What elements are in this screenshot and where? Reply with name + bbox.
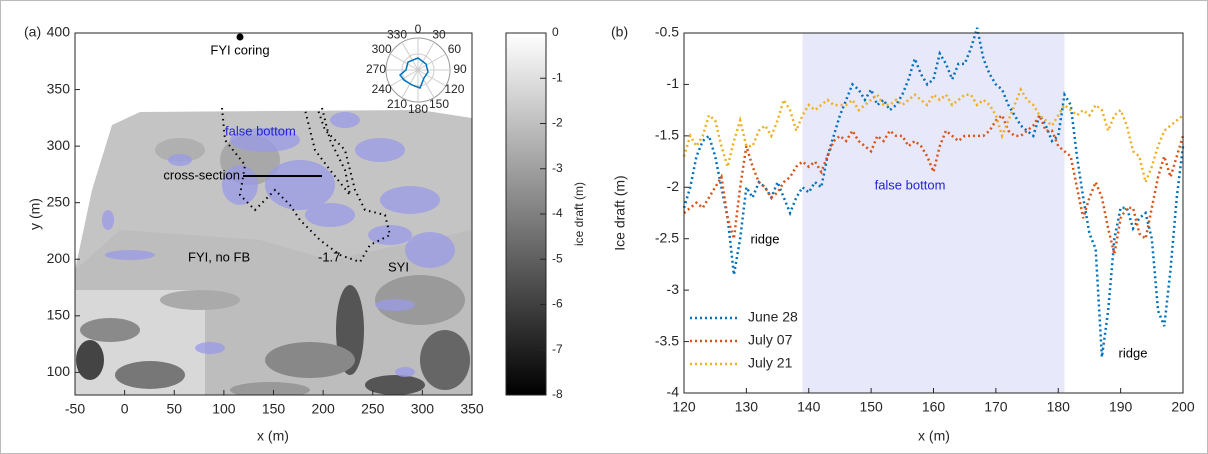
- colorbar-tick-label: -1: [552, 70, 563, 84]
- map-image: [75, 33, 472, 395]
- x-tick-label: 0: [121, 401, 129, 417]
- x-tick-label: 170: [984, 399, 1008, 415]
- x-tick-label: 300: [411, 401, 435, 417]
- panel-label: (b): [611, 24, 628, 40]
- inset-angle-label: 270: [366, 62, 386, 76]
- inset-angle-label: 0: [415, 22, 422, 36]
- annotation: cross-section: [163, 167, 240, 182]
- x-tick-label: 50: [166, 401, 182, 417]
- shaded-region: [802, 33, 1065, 393]
- y-tick-label: -0.5: [655, 24, 679, 40]
- colorbar-tick-label: -6: [552, 297, 563, 311]
- legend-label: June 28: [748, 309, 798, 325]
- x-tick-label: 140: [797, 399, 821, 415]
- y-tick-label: 300: [47, 137, 71, 153]
- annotation: -1.7: [318, 249, 340, 264]
- annotation: FYI, no FB: [188, 249, 250, 264]
- y-tick-label: -3.5: [655, 332, 679, 348]
- annotation: ridge: [751, 231, 780, 246]
- x-tick-label: 150: [859, 399, 883, 415]
- inset-angle-label: 120: [444, 82, 464, 96]
- colorbar-tick-label: -4: [552, 206, 563, 220]
- colorbar-tick-label: -2: [552, 116, 563, 130]
- colorbar: [505, 32, 547, 396]
- y-tick-label: -4: [667, 384, 680, 400]
- colorbar-title: ice draft (m): [572, 182, 586, 246]
- inset-angle-label: 330: [387, 28, 407, 42]
- legend-label: July 21: [748, 355, 793, 371]
- y-tick-label: 150: [47, 307, 71, 323]
- x-tick-label: 120: [672, 399, 696, 415]
- colorbar-tick-label: 0: [552, 25, 559, 39]
- colorbar-tick-label: -7: [552, 342, 563, 356]
- y-tick-label: -3: [667, 281, 680, 297]
- annotation: SYI: [388, 259, 409, 274]
- x-tick-label: 250: [361, 401, 385, 417]
- inset-angle-label: 60: [448, 42, 462, 56]
- y-tick-label: 200: [47, 250, 71, 266]
- annotation: FYI coring: [210, 42, 269, 57]
- y-tick-label: 250: [47, 193, 71, 209]
- legend-label: July 07: [748, 332, 793, 348]
- colorbar-tick-label: -3: [552, 161, 563, 175]
- y-axis-title: Ice draft (m): [612, 175, 628, 250]
- x-tick-label: 180: [1047, 399, 1071, 415]
- inset-angle-label: 210: [387, 97, 407, 111]
- inset-angle-label: 150: [429, 97, 449, 111]
- y-tick-label: -1.5: [655, 127, 679, 143]
- y-tick-label: 400: [47, 24, 71, 40]
- y-axis-title: y (m): [27, 198, 43, 230]
- inset-spoke: [417, 69, 435, 98]
- x-tick-label: 200: [1171, 399, 1195, 415]
- annotation: ridge: [1119, 345, 1148, 360]
- inset-spoke: [417, 53, 446, 71]
- x-tick-label: -50: [65, 401, 85, 417]
- x-tick-label: 100: [212, 401, 236, 417]
- x-tick-label: 350: [460, 401, 484, 417]
- colorbar-tick-label: -8: [552, 387, 563, 401]
- inset-angle-label: 30: [432, 28, 446, 42]
- inset-spoke: [417, 69, 446, 87]
- inset-polar: [385, 37, 451, 103]
- inset-spoke: [417, 42, 435, 71]
- inset-spoke: [390, 53, 419, 71]
- line-series: [683, 112, 1185, 255]
- x-tick-label: 150: [262, 401, 286, 417]
- x-tick-label: 200: [311, 401, 335, 417]
- y-tick-label: 350: [47, 80, 71, 96]
- x-tick-label: 190: [1109, 399, 1133, 415]
- colorbar-tick-label: -5: [552, 251, 563, 265]
- inset-spoke: [401, 42, 419, 71]
- x-tick-label: 130: [735, 399, 759, 415]
- inset-angle-label: 240: [372, 82, 392, 96]
- plot-b: 120 130 140 150 160 170 180 190 200 -4 -3.5 -3 -2.5 -…: [655, 24, 1195, 415]
- inset-angle-label: 90: [453, 62, 467, 76]
- inset-angle-label: 300: [372, 42, 392, 56]
- inset-angle-label: 180: [408, 102, 428, 116]
- panel-label: (a): [24, 24, 41, 40]
- y-tick-label: 100: [47, 363, 71, 379]
- y-tick-label: -1: [667, 75, 680, 91]
- line-series: [682, 27, 1185, 358]
- annotation: false bottom: [225, 123, 296, 138]
- x-axis-title: x (m): [257, 428, 289, 444]
- y-tick-label: -2: [667, 178, 680, 194]
- annotation: false bottom: [875, 177, 946, 192]
- x-tick-label: 160: [922, 399, 946, 415]
- y-tick-label: -2.5: [655, 229, 679, 245]
- inset-spoke: [390, 69, 419, 87]
- x-axis-title: x (m): [918, 428, 950, 444]
